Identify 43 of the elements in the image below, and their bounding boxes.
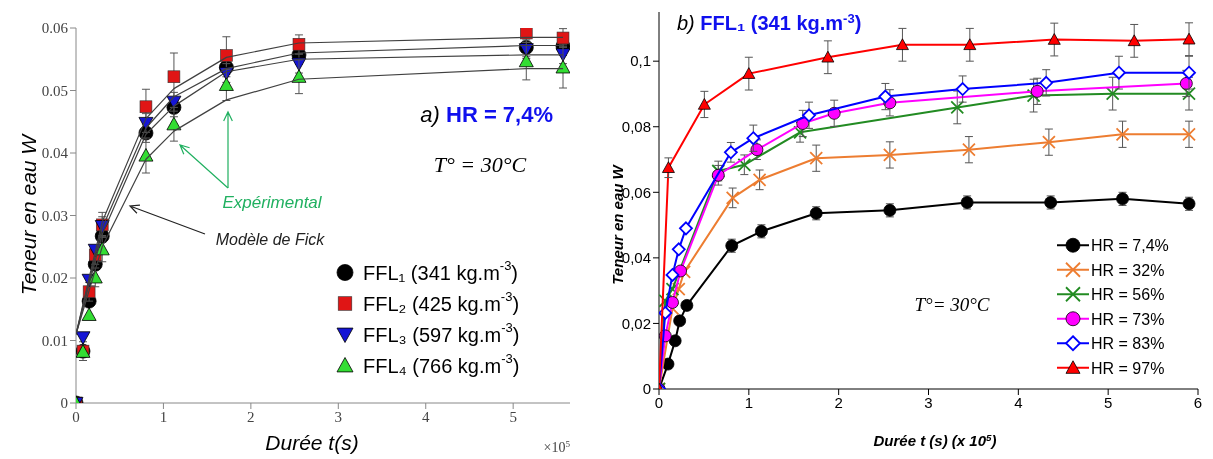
- legend-label: HR = 83%: [1091, 334, 1165, 352]
- annotation: T° = 30°C: [433, 152, 527, 177]
- x-tick-label: 4: [421, 408, 430, 425]
- y-tick-label: 0.05: [41, 82, 68, 99]
- x-axis-title: Durée t(s): [265, 431, 359, 454]
- legend-label: HR = 56%: [1091, 285, 1165, 303]
- y-tick-label: 0,1: [630, 52, 651, 70]
- y-tick-label: 0: [642, 380, 651, 398]
- legend-label: HR = 97%: [1091, 359, 1165, 377]
- x-tick-label: 2: [247, 408, 255, 425]
- legend-label: HR = 73%: [1091, 310, 1165, 328]
- annotation: T°= 30°C: [914, 294, 990, 315]
- y-tick-label: 0.02: [41, 270, 68, 287]
- x-tick-label: 5: [509, 408, 517, 425]
- x-tick-label: 4: [1014, 393, 1023, 411]
- legend-label: FFL₃ (597 kg.m$^{-3}$): [363, 319, 520, 346]
- annotation: Modèle de Fick: [215, 231, 326, 248]
- y-tick-label: 0,08: [621, 118, 651, 136]
- x-tick-label: 6: [1193, 393, 1203, 411]
- text: ×10$^{5}$: [543, 439, 571, 455]
- x-tick-label: 2: [834, 393, 843, 411]
- annotation: Expérimental: [222, 193, 323, 212]
- legend-label: FFL₁ (341 kg.m$^{-3}$): [363, 257, 519, 284]
- x-tick-label: 1: [159, 408, 168, 425]
- legend-label: HR = 32%: [1091, 261, 1165, 279]
- x-tick-label: 0: [654, 393, 664, 411]
- x-tick-label: 5: [1103, 393, 1113, 411]
- y-tick-label: 0.04: [41, 145, 69, 162]
- x-tick-label: 1: [744, 393, 754, 411]
- y-tick-label: 0.06: [41, 20, 69, 37]
- x-tick-label: 0: [72, 408, 80, 425]
- chart-title: b) FFL₁ (341 kg.m$^{-3}$): [677, 10, 862, 34]
- x-tick-label: 3: [924, 393, 933, 411]
- text: a) HR = 7,4%: [420, 102, 553, 127]
- x-axis-title: Durée t (s) (x 10$^{5}$): [873, 431, 997, 449]
- legend-label: FFL₄ (766 kg.m$^{-3}$): [363, 350, 520, 377]
- y-tick-label: 0.01: [41, 332, 68, 349]
- y-tick-label: 0,02: [621, 314, 651, 332]
- y-axis-title: Teneur en eau W: [16, 132, 40, 296]
- x-tick-label: 3: [334, 408, 343, 425]
- y-tick-label: 0.03: [41, 207, 68, 224]
- legend-label: FFL₂ (425 kg.m$^{-3}$): [363, 288, 520, 315]
- legend-label: HR = 7,4%: [1091, 236, 1169, 254]
